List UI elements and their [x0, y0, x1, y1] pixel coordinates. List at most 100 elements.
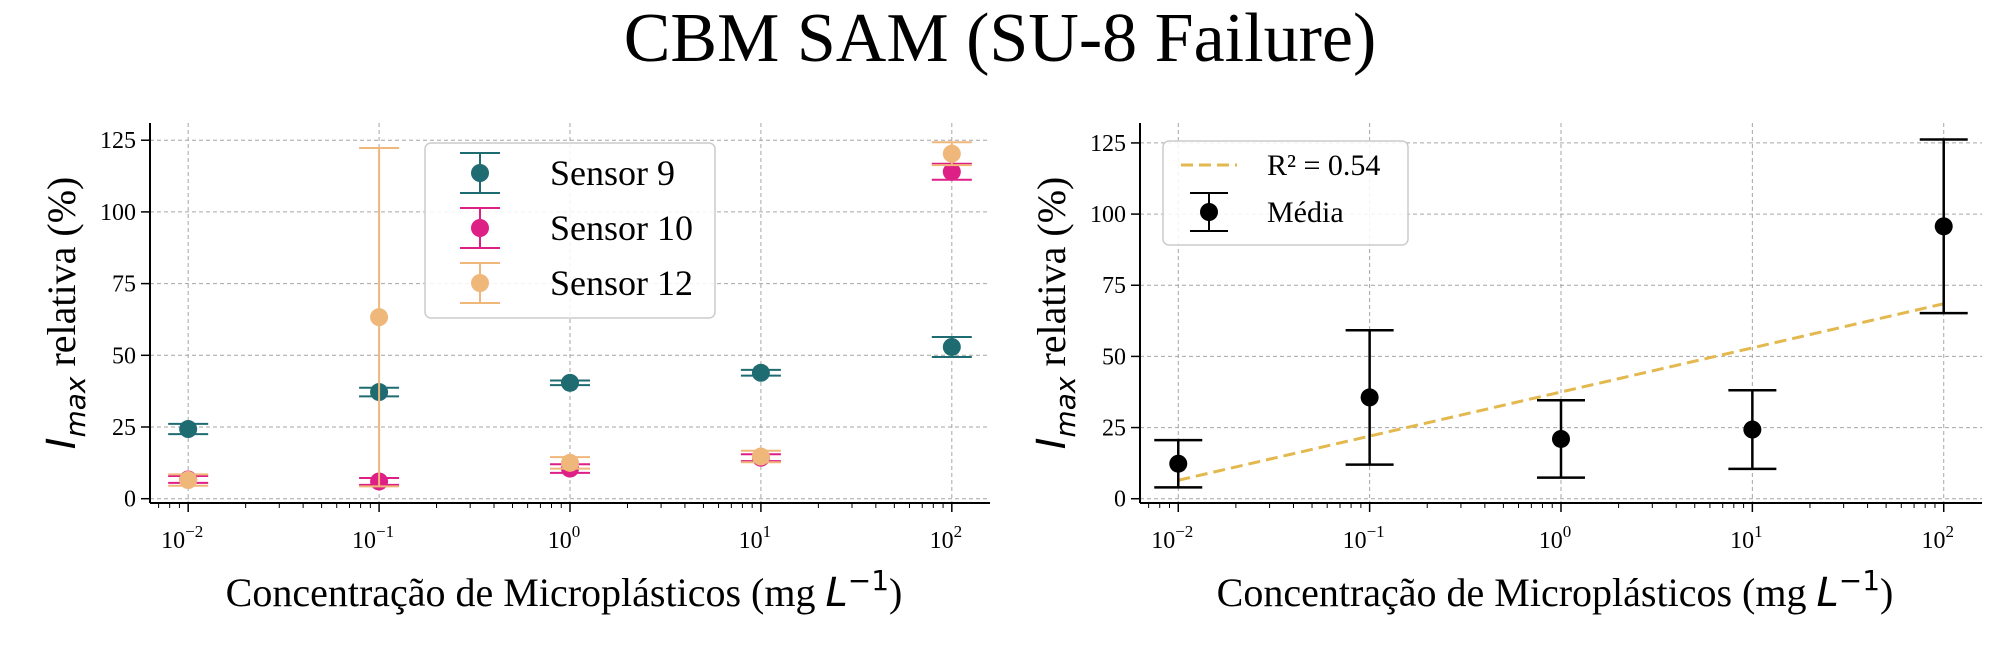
x-axis-label: Concentração de Microplásticos (mg L−1) — [1217, 564, 1894, 616]
figure-title: CBM SAM (SU-8 Failure) — [624, 0, 1377, 77]
legend-entry: Sensor 9 — [460, 152, 675, 194]
series-sensor-12 — [168, 141, 972, 490]
right-panel: 10−2 10−1 100 101 1020255075100125Concentraç… — [1029, 123, 1982, 616]
x-tick-exponent: −2 — [185, 522, 203, 541]
x-axis-label-text: Concentração de Microplásticos (mg — [1217, 570, 1817, 615]
y-tick-label: 0 — [1114, 487, 1126, 513]
legend: R² = 0.54 Média — [1162, 140, 1409, 246]
x-axis-label-variable: L — [825, 570, 847, 616]
x-tick-base: 10 — [161, 528, 185, 554]
y-axis-label: Imax relativa (%) — [39, 177, 92, 450]
data-point — [1743, 420, 1762, 439]
data-point — [560, 373, 579, 392]
x-axis-label-variable: L — [1816, 570, 1838, 616]
x-tick-base: 10 — [548, 528, 572, 554]
x-tick-label: 101 — [739, 522, 772, 554]
data-point — [1934, 217, 1953, 236]
data-point — [1551, 429, 1570, 448]
legend-marker — [471, 219, 489, 237]
x-tick-label: 102 — [1921, 522, 1954, 554]
y-tick-label: 100 — [100, 200, 136, 226]
y-tick-label: 100 — [1090, 202, 1126, 228]
y-tick-label: 50 — [112, 343, 136, 369]
legend-label: Sensor 10 — [550, 208, 693, 248]
x-tick-exponent: 1 — [1754, 522, 1763, 541]
y-axis-label-subscript: max — [1049, 376, 1082, 437]
x-tick-label: 100 — [548, 522, 581, 554]
data-point — [1360, 388, 1379, 407]
x-axis-label: Concentração de Microplásticos (mg L−1) — [226, 564, 903, 616]
data-point — [942, 144, 961, 163]
fit-line — [1177, 302, 1945, 482]
x-axis-label-close: ) — [1880, 570, 1893, 615]
x-tick-label: 10−2 — [1151, 522, 1193, 554]
left-panel: 10−2 10−1 100 101 1020255075100125Concentraç… — [39, 123, 990, 616]
series-m-dia — [1154, 138, 1968, 489]
x-tick-exponent: 0 — [1563, 522, 1572, 541]
legend-box — [1162, 140, 1409, 246]
x-tick-exponent: −2 — [1175, 522, 1193, 541]
data-point — [942, 162, 961, 181]
y-axis-label: Imax relativa (%) — [1029, 177, 1082, 450]
legend-marker — [1200, 203, 1218, 221]
x-tick-label: 102 — [930, 522, 963, 554]
y-tick-label: 125 — [1090, 131, 1126, 157]
x-tick-label: 101 — [1730, 522, 1763, 554]
legend-marker — [471, 164, 489, 182]
data-point — [179, 420, 198, 439]
legend-label: Sensor 12 — [550, 263, 693, 303]
x-tick-base: 10 — [739, 528, 763, 554]
legend-marker — [471, 274, 489, 292]
legend: Sensor 9 Sensor 10 Sensor 12 — [424, 142, 716, 319]
legend-label: Sensor 9 — [550, 153, 675, 193]
x-tick-base: 10 — [1730, 528, 1754, 554]
y-tick-label: 0 — [124, 487, 136, 513]
data-point — [1169, 454, 1188, 473]
x-tick-exponent: 2 — [954, 522, 963, 541]
y-tick-label: 25 — [1102, 416, 1126, 442]
x-tick-exponent: −1 — [1367, 522, 1385, 541]
y-axis-label-text: relativa (%) — [39, 177, 84, 377]
legend-entry: R² = 0.54 — [1181, 149, 1380, 182]
legend-label: Média — [1267, 196, 1344, 229]
y-axis-label-variable: I — [1029, 438, 1075, 450]
x-tick-label: 10−1 — [352, 522, 394, 554]
data-point — [751, 447, 770, 466]
data-point — [942, 337, 961, 356]
legend-entry: Sensor 12 — [460, 262, 693, 304]
x-tick-label: 10−2 — [161, 522, 203, 554]
x-tick-exponent: −1 — [376, 522, 394, 541]
y-tick-label: 75 — [1102, 273, 1126, 299]
y-tick-label: 125 — [100, 128, 136, 154]
x-axis-label-text: Concentração de Microplásticos (mg — [226, 570, 826, 615]
x-axis-label-exponent: −1 — [1839, 564, 1880, 597]
y-tick-label: 25 — [112, 415, 136, 441]
x-tick-label: 10−1 — [1343, 522, 1385, 554]
x-tick-base: 10 — [1343, 528, 1367, 554]
y-axis-label-subscript: max — [59, 376, 92, 437]
x-tick-base: 10 — [1539, 528, 1563, 554]
legend-entry: Sensor 10 — [460, 207, 693, 249]
x-axis-label-close: ) — [889, 570, 902, 615]
legend-label: R² = 0.54 — [1267, 149, 1380, 182]
x-tick-base: 10 — [352, 528, 376, 554]
x-axis-label-exponent: −1 — [848, 564, 889, 597]
data-point — [751, 363, 770, 382]
legend-box — [424, 142, 716, 319]
legend-entry: Média — [1190, 192, 1344, 232]
x-tick-exponent: 2 — [1945, 522, 1954, 541]
x-tick-base: 10 — [930, 528, 954, 554]
x-tick-base: 10 — [1151, 528, 1175, 554]
data-point — [560, 453, 579, 472]
x-tick-exponent: 1 — [763, 522, 772, 541]
data-point — [179, 471, 198, 490]
y-tick-label: 75 — [112, 272, 136, 298]
x-tick-exponent: 0 — [572, 522, 581, 541]
series-sensor-9 — [168, 335, 972, 439]
y-axis-label-variable: I — [39, 438, 85, 450]
y-tick-label: 50 — [1102, 344, 1126, 370]
x-tick-base: 10 — [1921, 528, 1945, 554]
data-point — [370, 308, 389, 327]
x-tick-label: 100 — [1539, 522, 1572, 554]
